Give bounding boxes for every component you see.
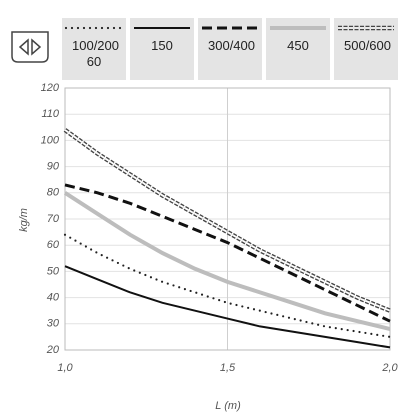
y-tick-label: 90: [47, 161, 60, 173]
y-tick-label: 20: [46, 344, 60, 356]
y-tick-label: 30: [47, 318, 60, 330]
series-line: [64, 183, 391, 323]
legend-label: 150: [151, 38, 173, 53]
legend-swatch: [338, 25, 394, 31]
legend-item: 500/600: [334, 18, 398, 80]
y-tick-label: 60: [47, 239, 60, 251]
legend-swatch: [270, 26, 326, 30]
legend-item: 450: [266, 18, 330, 80]
y-tick-label: 80: [47, 187, 60, 199]
y-axis-label: kg/m: [18, 208, 30, 232]
y-tick-label: 110: [41, 108, 59, 120]
series-line: [64, 265, 391, 349]
series-line-inner: [64, 129, 391, 312]
x-tick-label: 1,5: [220, 362, 236, 374]
legend-label: 100/200 60: [72, 38, 119, 69]
series-line: [63, 191, 391, 331]
y-tick-label: 50: [47, 265, 60, 277]
y-tick-label: 100: [41, 134, 60, 146]
legend-label: 450: [287, 38, 309, 53]
y-tick-label: 70: [47, 213, 60, 225]
legend-label: 500/600: [344, 38, 391, 53]
orientation-icon: [11, 31, 49, 63]
legend-swatch: [202, 26, 258, 30]
legend-swatch: [64, 26, 124, 30]
series-line: [63, 233, 392, 338]
legend-swatch: [134, 27, 190, 29]
legend-item: 300/400: [198, 18, 262, 80]
x-tick-label: 2,0: [381, 362, 398, 374]
legend-item: 100/200 60: [62, 18, 126, 80]
x-axis-label: L (m): [215, 400, 241, 412]
y-tick-label: 120: [41, 82, 60, 94]
legend-label: 300/400: [208, 38, 255, 53]
x-tick-label: 1,0: [57, 362, 73, 374]
plot-frame: [64, 87, 391, 351]
legend-item: 150: [130, 18, 194, 80]
y-tick-label: 40: [47, 292, 60, 304]
